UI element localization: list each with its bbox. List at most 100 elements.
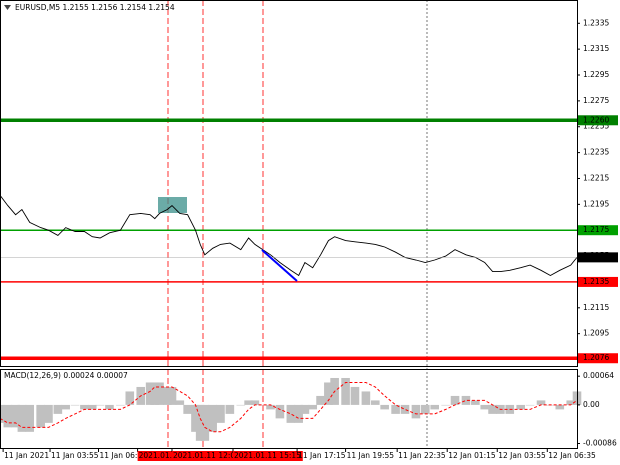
x-tick-highlight bbox=[137, 451, 178, 461]
y-tick-label: 0.00 bbox=[583, 400, 600, 409]
histogram-bar bbox=[150, 382, 160, 405]
histogram-bar bbox=[95, 404, 105, 406]
histogram-bar bbox=[324, 382, 333, 405]
histogram-bar bbox=[155, 382, 164, 405]
y-tick-label: 1.2335 bbox=[583, 18, 609, 27]
histogram-bar bbox=[286, 404, 296, 423]
icon bbox=[4, 5, 11, 10]
macd-title: MACD(12,26,9) 0.00024 0.00007 bbox=[4, 371, 128, 380]
histogram-bar bbox=[250, 400, 260, 405]
histogram-bar bbox=[391, 404, 400, 414]
histogram-bar bbox=[163, 386, 172, 405]
x-tick-label: 12 Jan 03:55 bbox=[498, 451, 546, 460]
y-tick-label: 1.2235 bbox=[583, 148, 609, 157]
histogram-bar bbox=[430, 404, 440, 410]
y-tick-label: -0.00086 bbox=[583, 439, 617, 448]
histogram-bar bbox=[555, 404, 565, 410]
x-tick-label: 12 Jan 06:35 bbox=[548, 451, 596, 460]
level-label: 1.2076 bbox=[583, 353, 609, 362]
signal-line bbox=[0, 382, 578, 433]
x-tick-highlight bbox=[172, 451, 242, 461]
histogram-bar bbox=[116, 404, 125, 406]
histogram-bar bbox=[421, 404, 430, 414]
histogram-bar bbox=[225, 404, 235, 414]
histogram-bar bbox=[258, 404, 267, 406]
histogram-bar bbox=[36, 404, 45, 428]
histogram-bar bbox=[400, 404, 410, 414]
histogram-bar bbox=[308, 404, 318, 410]
x-tick-label: 2021.01.11 15:15 bbox=[234, 451, 301, 460]
x-tick-label: 11 Jan 06:3 bbox=[100, 451, 143, 460]
histogram-bar bbox=[236, 404, 246, 406]
histogram-bar bbox=[145, 382, 155, 405]
histogram-bar bbox=[294, 404, 303, 423]
histogram-bar bbox=[3, 404, 13, 428]
histogram-bar bbox=[480, 404, 490, 410]
histogram-bar bbox=[0, 404, 5, 423]
histogram-bar bbox=[316, 395, 325, 405]
histogram-bar bbox=[471, 400, 480, 405]
histogram-bar bbox=[341, 377, 350, 405]
histogram-bar bbox=[105, 404, 114, 410]
histogram-bar bbox=[195, 404, 205, 441]
y-tick-label: 0.00064 bbox=[583, 371, 614, 380]
level-label: 1.2175 bbox=[583, 225, 609, 234]
histogram-bar bbox=[411, 404, 421, 419]
histogram-bar bbox=[275, 404, 285, 419]
histogram-bar bbox=[191, 404, 200, 432]
y-tick-label: 1.2295 bbox=[583, 70, 609, 79]
chart-title: EURUSD,M5 1.2155 1.2156 1.2154 1.2154 bbox=[15, 3, 175, 12]
x-tick-label: 2021.01.1 bbox=[139, 451, 177, 460]
histogram-bar bbox=[80, 404, 89, 410]
trendline bbox=[261, 249, 298, 282]
histogram-bar bbox=[61, 404, 70, 410]
histogram-bar bbox=[25, 404, 35, 432]
y-tick-label: 1.2115 bbox=[583, 303, 609, 312]
histogram-bar bbox=[516, 404, 526, 410]
level-box bbox=[578, 276, 618, 287]
histogram-bar bbox=[450, 395, 460, 405]
histogram-bar bbox=[200, 404, 210, 441]
level-label: 1.2260 bbox=[583, 115, 609, 124]
plot bbox=[0, 118, 582, 441]
x-tick-label: 12 Jan 01:15 bbox=[448, 451, 496, 460]
x-tick-label: 11 Jan 17:15 bbox=[298, 451, 346, 460]
histogram-bar bbox=[370, 400, 380, 405]
histogram-bar bbox=[70, 404, 80, 406]
y-tick-label: 1.2255 bbox=[583, 122, 609, 131]
highlight-box bbox=[158, 197, 187, 213]
histogram-bar bbox=[361, 391, 371, 405]
level-box bbox=[578, 115, 618, 126]
x-tick-label: 2021.01.11 12:00 bbox=[173, 451, 240, 460]
current-price-box bbox=[578, 252, 618, 263]
histogram-bar bbox=[44, 404, 53, 423]
histogram-bar bbox=[525, 404, 535, 406]
y-tick-label: 1.2195 bbox=[583, 199, 609, 208]
histogram-bar bbox=[350, 386, 360, 405]
level-box bbox=[578, 225, 618, 236]
histogram-bar bbox=[566, 400, 576, 405]
histogram-bar bbox=[87, 404, 97, 410]
level-label: 1.2135 bbox=[583, 277, 609, 286]
price-line bbox=[0, 195, 578, 277]
current-price-label: 1.2154 bbox=[583, 252, 609, 261]
x-tick-label: 11 Jan 03:55 bbox=[51, 451, 99, 460]
y-tick-label: 1.2275 bbox=[583, 96, 609, 105]
x-tick-label: 11 Jan 2021 bbox=[4, 451, 49, 460]
histogram-bar bbox=[461, 395, 471, 405]
histogram-bar bbox=[175, 400, 185, 405]
x-tick-label: 11 Jan 22:35 bbox=[398, 451, 446, 460]
histogram-bar bbox=[441, 404, 450, 406]
level-box bbox=[578, 353, 618, 364]
x-tick-highlight bbox=[232, 451, 303, 461]
histogram-bar bbox=[266, 404, 275, 410]
histogram-bar bbox=[244, 400, 253, 405]
macd-frame bbox=[0, 369, 578, 449]
histogram-bar bbox=[380, 404, 389, 410]
x-tick-label: 11 Jan 19:55 bbox=[347, 451, 395, 460]
y-tick-label: 1.2315 bbox=[583, 44, 609, 53]
y-tick-label: 1.2215 bbox=[583, 173, 609, 182]
histogram-bar bbox=[216, 404, 225, 423]
